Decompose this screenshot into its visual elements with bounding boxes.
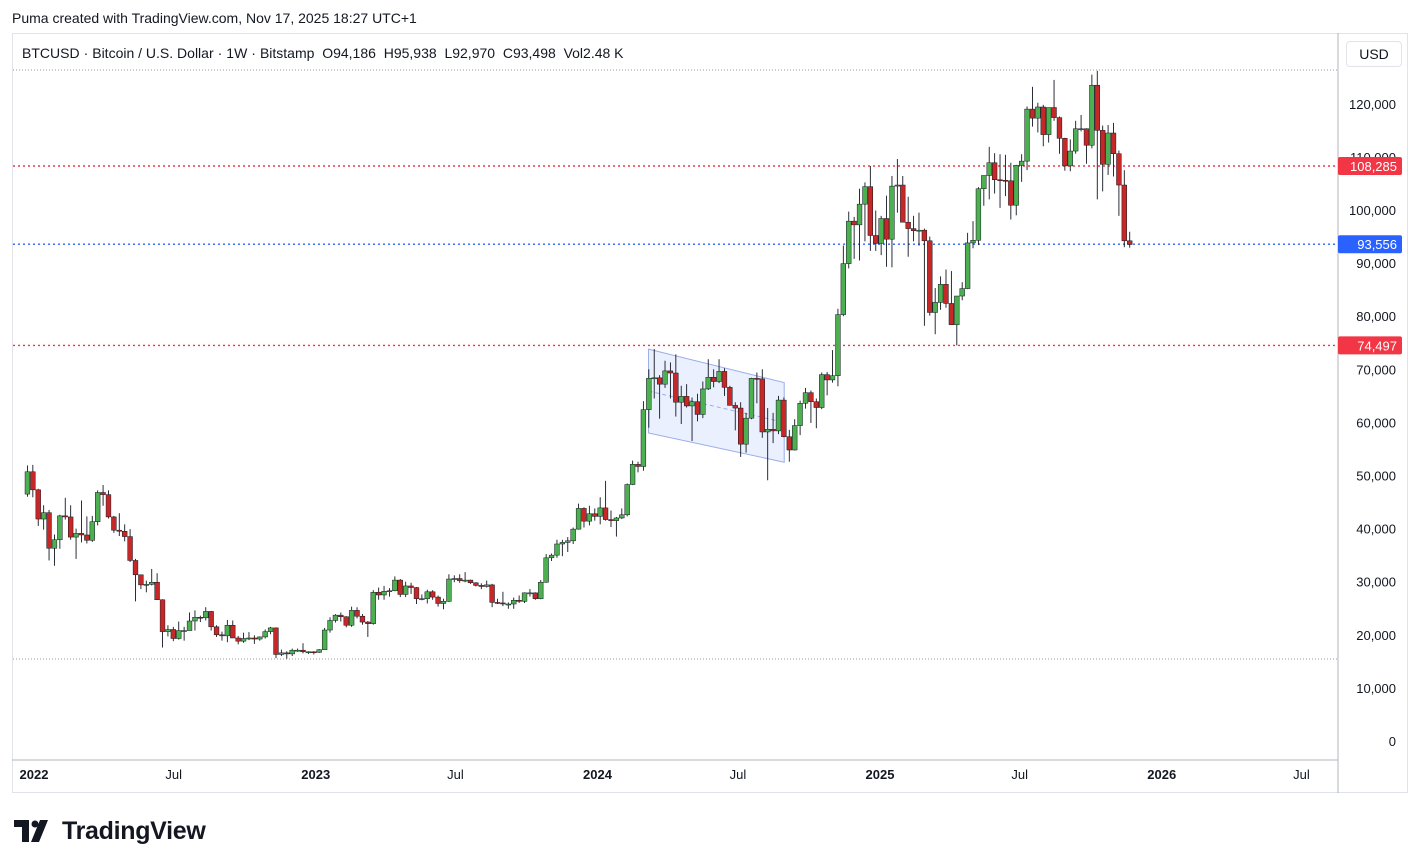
legend-interval: 1W (226, 45, 248, 61)
legend-open-label: O (322, 45, 334, 61)
attribution-text: Puma created with TradingView.com, Nov 1… (12, 10, 417, 26)
legend-low-label: L (444, 45, 453, 61)
legend-name: Bitcoin / U.S. Dollar (92, 45, 214, 61)
legend-exchange: Bitstamp (259, 45, 315, 61)
legend-high-value: 95,938 (393, 45, 437, 61)
legend-volume-label: Vol (563, 45, 584, 61)
symbol-legend: BTCUSD · Bitcoin / U.S. Dollar · 1W · Bitstamp… (22, 45, 624, 61)
legend-volume-value: 2.48 K (583, 45, 624, 61)
legend-close-value: 93,498 (512, 45, 556, 61)
legend-open-value: 94,186 (333, 45, 376, 61)
currency-button[interactable]: USD (1346, 41, 1402, 67)
tradingview-logo-icon (14, 820, 48, 842)
legend-low-value: 92,970 (452, 45, 496, 61)
legend-symbol[interactable]: BTCUSD (22, 45, 80, 61)
legend-high-label: H (383, 45, 394, 61)
chart-frame (12, 33, 1408, 793)
legend-close-label: C (502, 45, 513, 61)
brand-name: TradingView (62, 816, 206, 845)
brand-logo[interactable]: TradingView (14, 814, 206, 848)
